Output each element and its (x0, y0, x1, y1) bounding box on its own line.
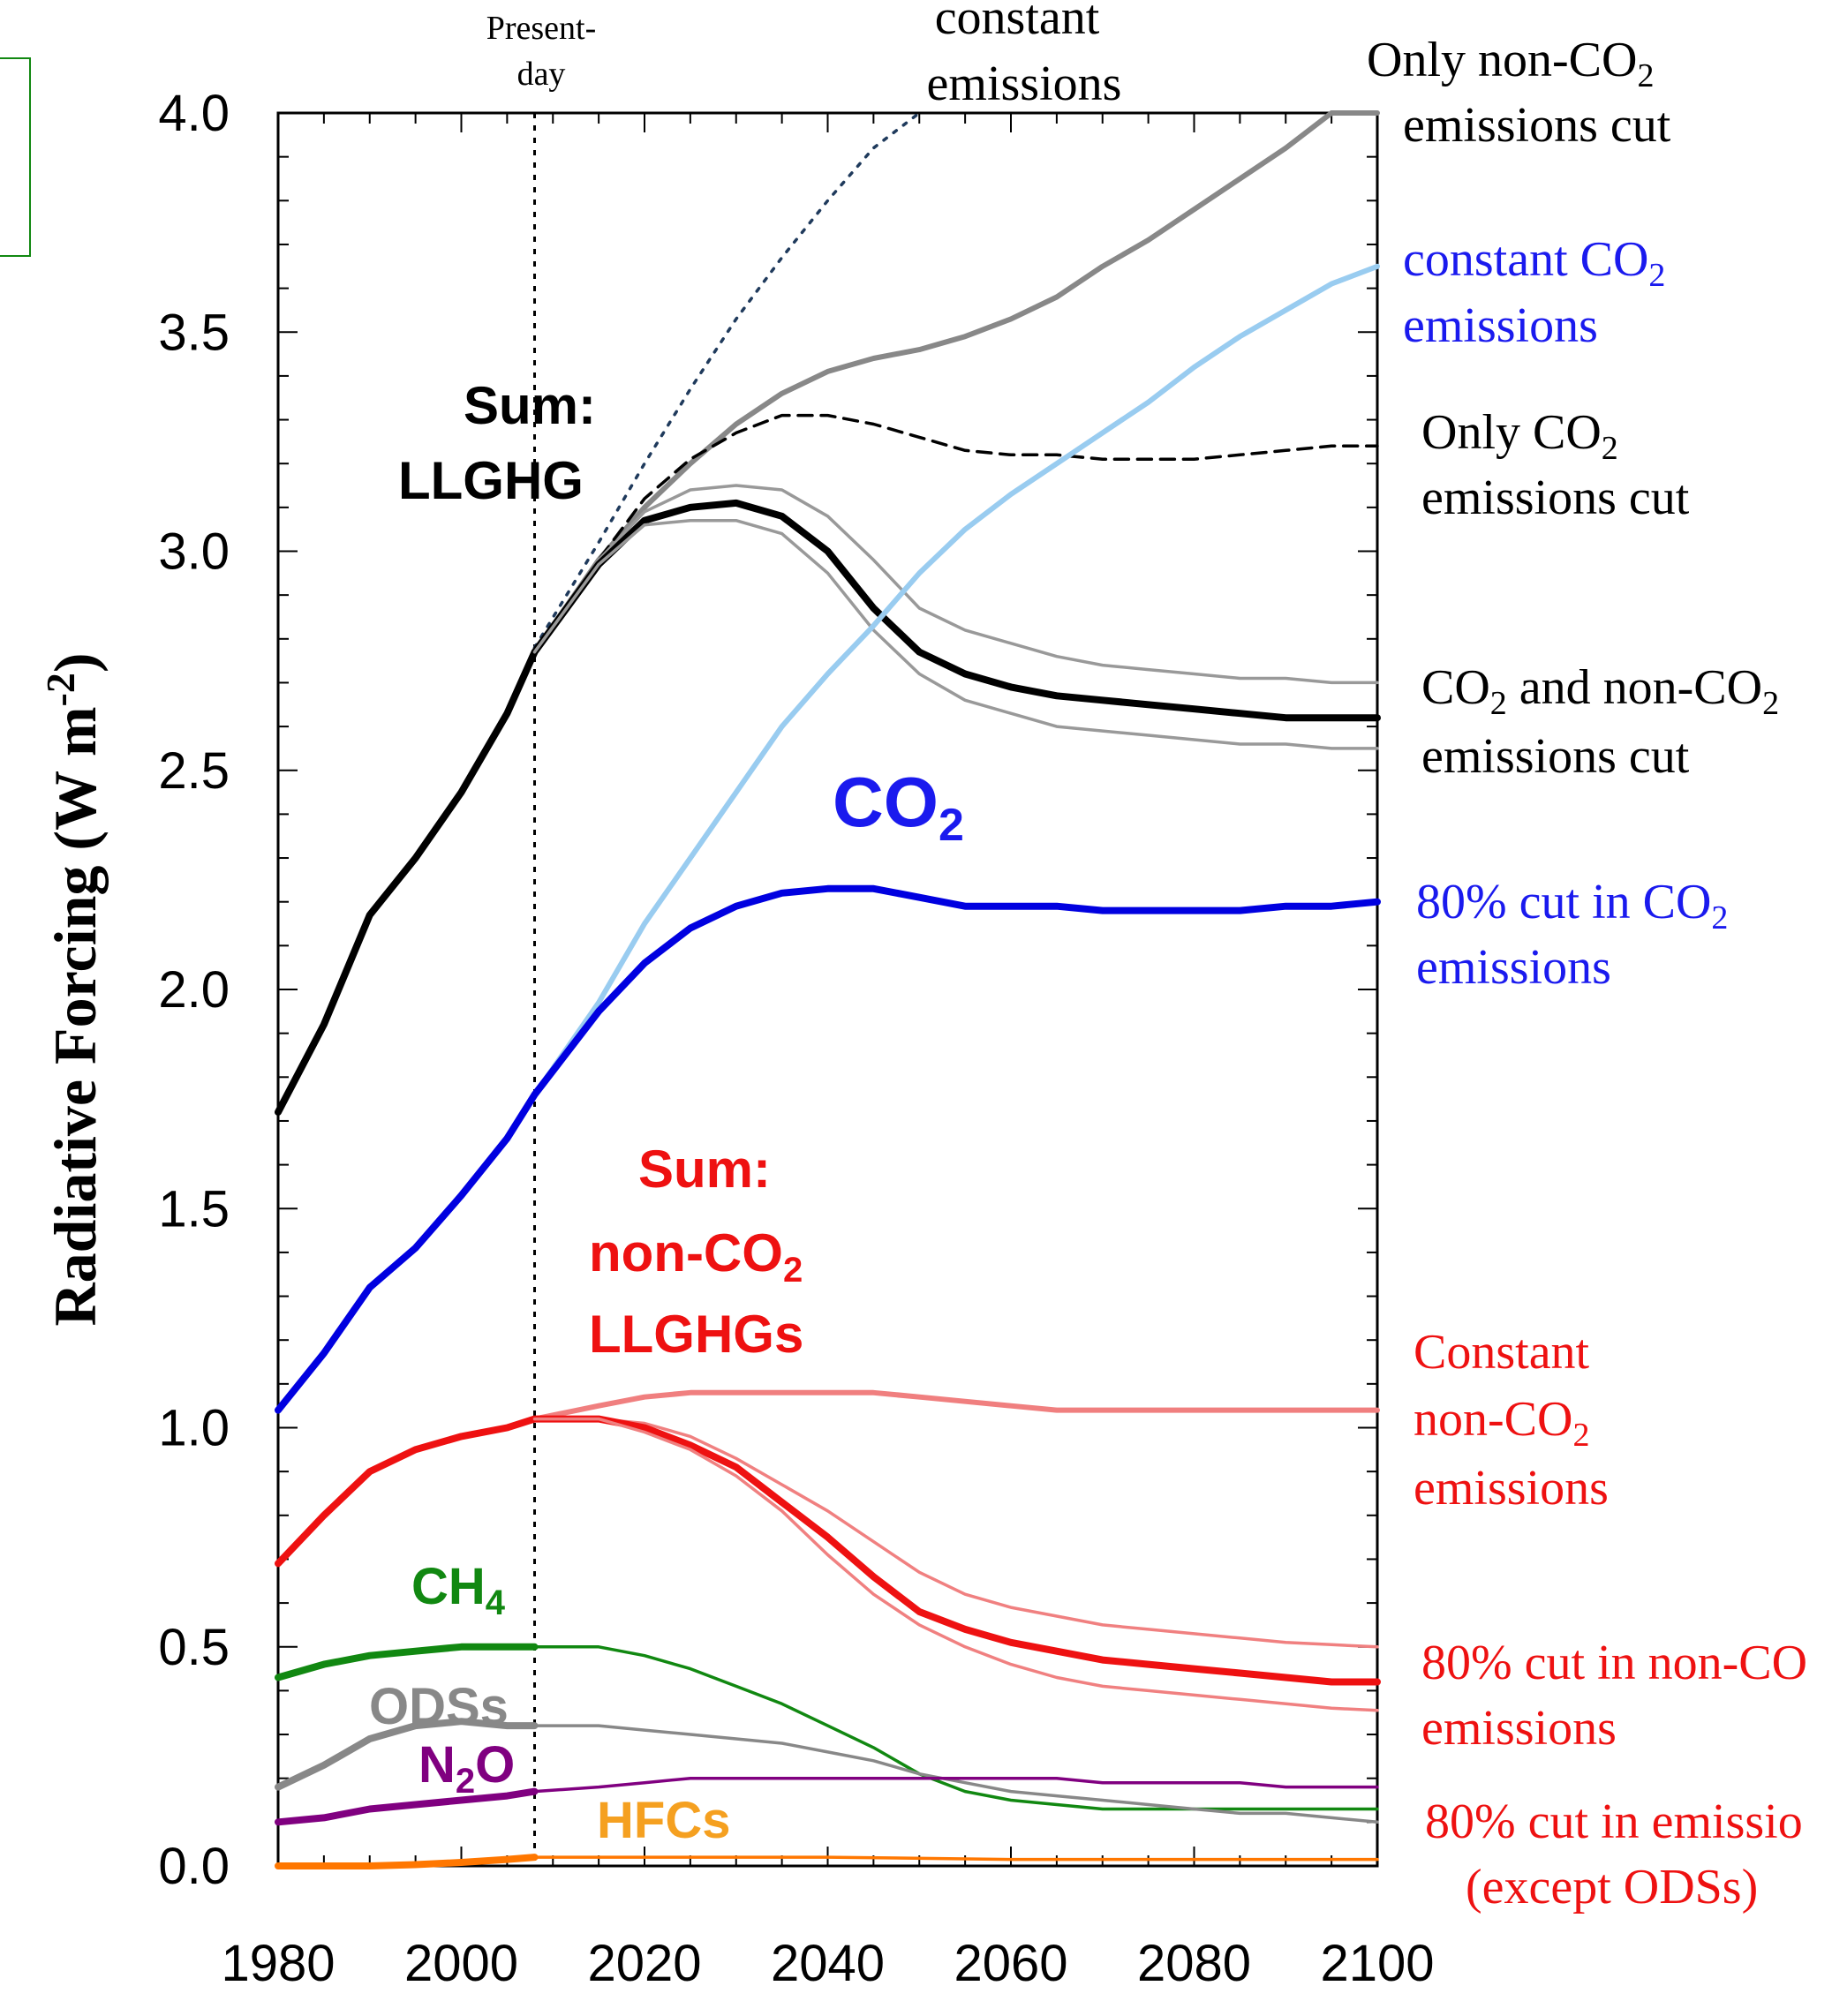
only-nonco2-cut-label-1sub: 2 (1637, 57, 1654, 94)
y-axis-label-main: Radiative Forcing (W m (41, 707, 109, 1327)
only-co2-cut-label-2: emissions cut (1421, 470, 1690, 525)
x-tick-label: 2020 (587, 1935, 701, 1992)
y-axis-label: Radiative Forcing (W m-2) (38, 653, 109, 1327)
series-line-nonco2-lower (532, 1417, 1379, 1712)
sum-nonco2-label-2: non-CO2 (589, 1223, 803, 1290)
both-cut-label-2: emissions cut (1421, 729, 1690, 784)
emis-80-cut-label-1: 80% cut in emissio (1425, 1794, 1803, 1849)
x-tick-label: 2080 (1137, 1935, 1251, 1992)
series-layer (275, 110, 1381, 1869)
x-tick-label: 2000 (404, 1935, 518, 1992)
constant-emissions-label-2: emissions (927, 56, 1122, 111)
series-line-sum-nonco2cut (532, 110, 1380, 655)
series-line-ch4-cut (532, 1645, 1379, 1811)
n2o-series-label-b: O (475, 1736, 515, 1794)
series-line-ods-proj (532, 1724, 1379, 1824)
nonco2-const-label-2sub: 2 (1572, 1417, 1589, 1454)
series-line-n2o-cut (532, 1776, 1379, 1794)
constant-emissions-label-1: constant (935, 0, 1100, 45)
series-line-sum-co2cut (532, 413, 1379, 654)
sum-nonco2-label-1: Sum: (638, 1140, 771, 1199)
x-tick-label: 2060 (954, 1935, 1067, 1992)
n2o-series-label: N2O (418, 1736, 515, 1801)
only-nonco2-cut-label-1: Only non-CO2 (1367, 33, 1654, 94)
nonco2-const-label-3: emissions (1414, 1461, 1609, 1516)
only-co2-cut-label-1sub: 2 (1602, 430, 1618, 467)
only-nonco2-cut-label-2: emissions cut (1403, 98, 1671, 153)
constant-co2-label-1a: constant CO (1403, 232, 1648, 287)
series-line-co2-const (532, 263, 1380, 1098)
series-line-co2-cut (275, 884, 1381, 1414)
both-cut-label-1b: and non-CO (1507, 660, 1762, 715)
sum-nonco2-label-2sub: 2 (783, 1251, 803, 1290)
sum-nonco2-label-3: LLGHGs (589, 1305, 803, 1364)
series-line-hfc-cut (532, 1855, 1379, 1862)
co2-series-label: CO2 (833, 763, 964, 851)
series-line-nonco2-cut (275, 1415, 1381, 1686)
y-axis-label-sup: -2 (38, 673, 83, 706)
y-tick-label: 4.0 (158, 85, 230, 142)
present-day-label-2: day (517, 56, 566, 93)
only-co2-cut-label-1: Only CO2 (1421, 405, 1618, 467)
sum-llghg-label-2: LLGHG (398, 451, 584, 510)
x-tick-label: 2040 (771, 1935, 885, 1992)
co2-series-label-a: CO (833, 763, 939, 841)
co2-series-label-sub: 2 (939, 800, 964, 851)
y-tick-label: 2.5 (158, 742, 230, 800)
series-line-nonco2-upper (532, 1417, 1379, 1649)
both-cut-label-1: CO2 and non-CO2 (1421, 660, 1779, 722)
ods-series-label: ODSs (369, 1678, 509, 1735)
ch4-series-label-sub: 4 (486, 1583, 506, 1622)
y-tick-label: 0.0 (158, 1838, 230, 1895)
series-line-sum-lower (532, 518, 1379, 750)
only-nonco2-cut-label-1a: Only non-CO (1367, 33, 1637, 87)
y-tick-label: 0.5 (158, 1619, 230, 1676)
y-tick-label: 3.0 (158, 523, 230, 581)
only-co2-cut-label-1a: Only CO (1421, 405, 1602, 460)
nonco2-const-label-1: Constant (1414, 1325, 1590, 1380)
series-line-nonco2-const (532, 1389, 1380, 1422)
both-cut-label-1sub2: 2 (1762, 685, 1779, 722)
nonco2-const-label-2: non-CO2 (1414, 1392, 1589, 1454)
n2o-series-label-sub: 2 (456, 1762, 475, 1801)
both-cut-label-1sub: 2 (1490, 685, 1507, 722)
nonco2-const-label-2a: non-CO (1414, 1392, 1572, 1447)
ch4-series-label-a: CH (411, 1558, 486, 1615)
series-line-hfc-hist (275, 1854, 539, 1869)
y-axis-label-end: ) (41, 653, 109, 673)
series-line-n2o-hist (275, 1787, 539, 1826)
series-line-ods-hist (275, 1718, 539, 1791)
x-tick-label: 1980 (221, 1935, 335, 1992)
y-tick-labels: 0.0 0.5 1.0 1.5 2.0 2.5 3.0 3.5 4.0 (158, 85, 230, 1895)
co2-80-cut-label-1sub: 2 (1711, 899, 1728, 937)
constant-co2-label-2: emissions (1403, 298, 1598, 353)
series-line-sum-both (275, 499, 1381, 1116)
y-tick-label: 1.5 (158, 1180, 230, 1237)
co2-80-cut-label-2: emissions (1416, 940, 1611, 995)
co2-80-cut-label-1: 80% cut in CO2 (1416, 875, 1728, 937)
hfc-series-label: HFCs (597, 1792, 730, 1849)
y-tick-label: 1.0 (158, 1400, 230, 1457)
series-line-sum-upper (532, 484, 1379, 685)
sum-llghg-label-1: Sum: (464, 376, 596, 435)
both-cut-label-1a: CO (1421, 660, 1490, 715)
ch4-series-label: CH4 (411, 1558, 506, 1622)
nonco2-80-cut-label-2: emissions (1421, 1701, 1617, 1756)
sum-nonco2-label-2a: non-CO (589, 1223, 783, 1283)
corner-box (0, 57, 31, 257)
n2o-series-label-a: N (418, 1736, 456, 1794)
x-tick-label: 2100 (1320, 1935, 1434, 1992)
co2-80-cut-label-1a: 80% cut in CO (1416, 875, 1711, 929)
y-tick-label: 3.5 (158, 304, 230, 361)
constant-co2-label-1: constant CO2 (1403, 232, 1665, 294)
present-day-label-1: Present- (486, 10, 597, 47)
y-tick-label: 2.0 (158, 961, 230, 1019)
emis-80-cut-label-2: (except ODSs) (1466, 1860, 1758, 1914)
constant-co2-label-1sub: 2 (1648, 257, 1665, 294)
x-tick-labels: 1980 2000 2020 2040 2060 2080 2100 (221, 1935, 1434, 1992)
nonco2-80-cut-label-1: 80% cut in non-CO (1421, 1636, 1807, 1690)
series-line-sum-const (532, 111, 922, 650)
series-line-ch4-hist (275, 1643, 539, 1681)
